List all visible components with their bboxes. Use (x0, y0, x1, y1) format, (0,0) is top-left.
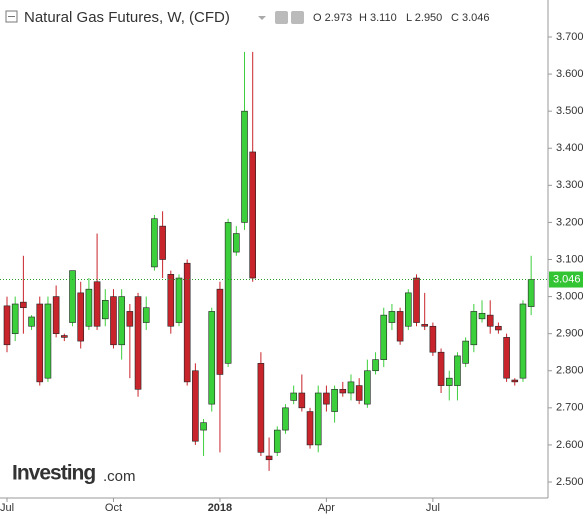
y-tick-label: 2.600 (556, 439, 584, 451)
watermark-suffix: .com (103, 468, 136, 485)
eye-icon[interactable] (275, 11, 288, 24)
y-tick-label: 3.000 (556, 290, 584, 302)
y-tick-label: 3.600 (556, 68, 584, 80)
candle-body (192, 370, 199, 442)
candle-body (445, 377, 453, 386)
candle-body (437, 351, 445, 386)
candle-body (339, 388, 347, 394)
candle-body (200, 422, 207, 431)
candle-body (405, 292, 412, 327)
dropdown-arrow[interactable] (258, 16, 266, 20)
candle-body (298, 392, 306, 409)
candle-body (52, 296, 60, 334)
candle-body (486, 314, 494, 327)
candle-body (470, 311, 478, 346)
candle-body (355, 385, 363, 401)
candle-body (159, 225, 166, 260)
candle-body (134, 296, 142, 390)
candle-body (421, 324, 428, 327)
y-tick-label: 3.400 (556, 142, 584, 154)
candle-body (396, 311, 404, 342)
candle-body (495, 325, 502, 331)
candle-body (249, 151, 256, 279)
candle-body (77, 292, 85, 342)
candle-body (28, 316, 35, 327)
candle-body (290, 392, 297, 401)
candle-body (241, 110, 248, 223)
candle-body (364, 370, 371, 405)
ohlc-close: C 3.046 (451, 12, 490, 24)
candle-body (142, 307, 150, 323)
x-tick-label: Jul (426, 502, 440, 514)
y-tick-label: 2.800 (556, 365, 584, 377)
y-tick-label: 2.700 (556, 402, 584, 414)
y-tick-label: 3.700 (556, 31, 584, 43)
candle-body (44, 303, 52, 379)
y-tick-label: 3.200 (556, 216, 584, 228)
candle-body (519, 303, 527, 379)
x-tick-label: Jul (0, 502, 14, 514)
candle-body (36, 303, 44, 383)
candle-body (93, 281, 101, 327)
candle-body (151, 218, 158, 268)
candle-body (110, 296, 117, 346)
candle-body (3, 305, 11, 346)
ohlc-open: O 2.973 (313, 12, 352, 24)
candle-body (282, 407, 289, 431)
last-price-label: 3.046 (553, 273, 581, 285)
candle-body (208, 311, 216, 405)
candle-body (372, 359, 379, 372)
candle-body (314, 392, 322, 446)
candle-body (126, 311, 134, 327)
candle-body (273, 429, 281, 453)
candle-body (265, 455, 273, 461)
x-tick-label: Oct (105, 502, 122, 514)
candle-body (69, 270, 76, 323)
candle-body (306, 411, 314, 446)
last-price-box (549, 271, 583, 288)
candle-body (183, 262, 191, 383)
ohlc-high: H 3.110 (359, 12, 397, 24)
candle-body (61, 335, 68, 338)
candle-body (429, 325, 437, 353)
ohlc-low: L 2.950 (406, 12, 442, 24)
candle-body (511, 379, 519, 383)
candle-body (331, 388, 338, 412)
candle-body (413, 277, 420, 323)
candle-body (167, 274, 175, 327)
collapse-icon[interactable] (5, 10, 18, 23)
candle-body (11, 303, 19, 334)
candle-body (527, 279, 535, 307)
candle-body (101, 299, 109, 320)
y-tick-label: 3.500 (556, 105, 584, 117)
candle-body (380, 314, 388, 360)
candle-body (118, 296, 125, 346)
watermark: Investing (12, 462, 95, 485)
x-tick-label: Apr (318, 502, 335, 514)
y-tick-label: 3.100 (556, 253, 584, 265)
chart-title: Natural Gas Futures, W, (CFD) (24, 9, 230, 26)
candle-body (503, 337, 510, 379)
candle-body (216, 288, 224, 375)
y-tick-label: 2.500 (556, 476, 584, 488)
candle-body (478, 312, 486, 320)
candle-body (233, 233, 240, 253)
candle-body (388, 311, 396, 323)
y-tick-label: 2.900 (556, 328, 584, 340)
settings-icon[interactable] (291, 11, 304, 24)
candle-body (175, 277, 183, 323)
candle-body (347, 381, 355, 394)
candle-body (224, 222, 232, 364)
candle-body (462, 340, 469, 364)
candle-body (323, 392, 330, 405)
candle-body (20, 301, 27, 309)
candle-body (257, 363, 265, 453)
candle-body (85, 288, 93, 327)
y-tick-label: 3.300 (556, 179, 584, 191)
candle-body (454, 355, 461, 386)
x-tick-label: 2018 (208, 502, 232, 514)
